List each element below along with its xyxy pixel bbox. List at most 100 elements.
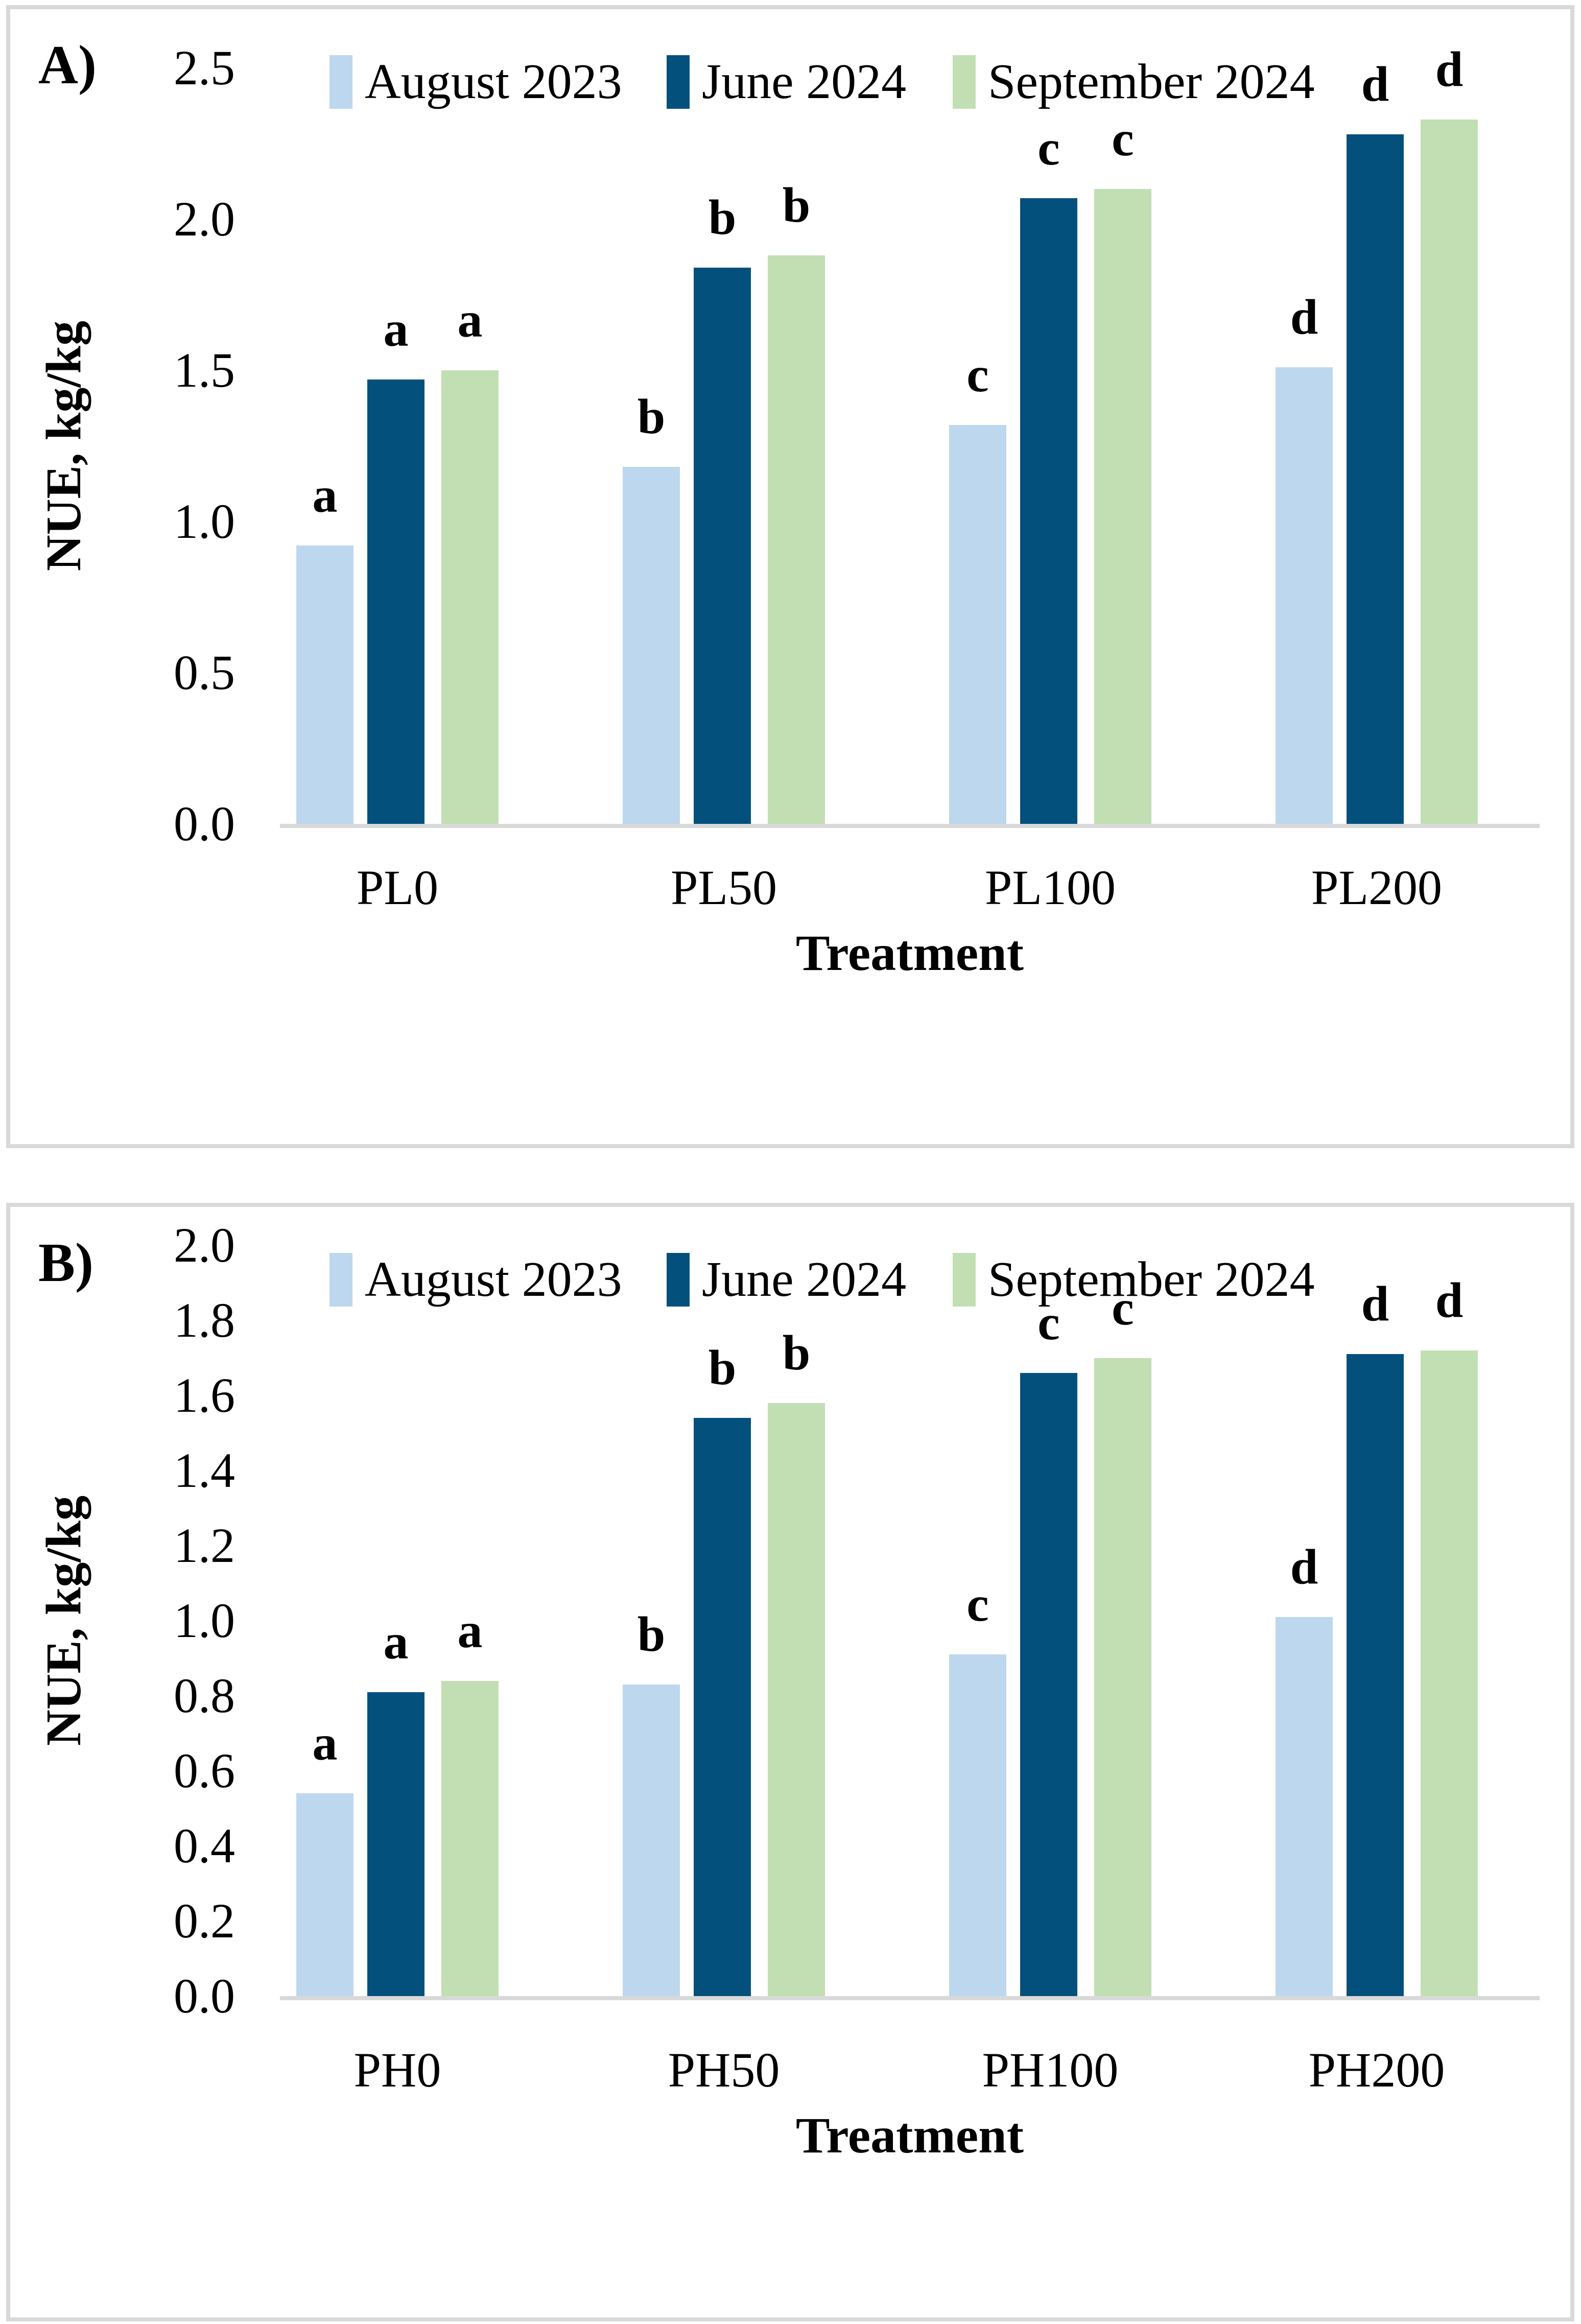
significance-letter: a: [312, 1716, 338, 1771]
significance-letter: a: [383, 1614, 409, 1670]
x-axis-title: Treatment: [795, 924, 1024, 981]
bar-september-2024-pl50: [768, 255, 825, 824]
bar-september-2024-pl0: [441, 370, 499, 824]
panel-b-label: B): [38, 1232, 93, 1293]
legend: August 2023 June 2024 September 2024: [10, 9, 1570, 1144]
bar-september-2024-ph50: [768, 1403, 825, 1996]
significance-letter: a: [457, 293, 483, 348]
bar-june-2024-pl50: [694, 267, 751, 824]
x-category-label: PH200: [1308, 2043, 1445, 2097]
legend-item: August 2023: [329, 53, 622, 111]
significance-letter: b: [637, 389, 666, 445]
bar-june-2024-ph200: [1347, 1354, 1404, 1996]
legend-swatch: [667, 1253, 690, 1307]
y-axis-ticks: 0.0 0.2 0.4 0.6 0.8 1.0 1.2 1.4 1.6 1.8 2.0: [10, 1207, 1570, 2317]
significance-letter: d: [1361, 57, 1389, 112]
significance-letter: d: [1435, 41, 1464, 97]
legend-label: August 2023: [365, 54, 622, 109]
bar-september-2024-ph100: [1094, 1358, 1151, 1996]
legend-item: June 2024: [667, 53, 906, 111]
significance-letter: d: [1361, 1276, 1389, 1332]
x-category-label: PL200: [1311, 860, 1443, 915]
y-tick-label: 0.5: [174, 645, 235, 700]
bar-september-2024-ph0: [441, 1680, 499, 1996]
significance-letter: c: [1037, 120, 1060, 176]
x-axis-baseline: [280, 1996, 1540, 2000]
bar-june-2024-ph0: [367, 1692, 424, 1996]
significance-letter: b: [708, 1340, 737, 1396]
y-tick-label: 1.6: [174, 1368, 235, 1422]
legend-swatch: [329, 55, 352, 109]
bar-august-2023-ph200: [1276, 1617, 1333, 1996]
bar-june-2024-pl200: [1347, 134, 1404, 824]
y-tick-label: 1.2: [174, 1518, 235, 1573]
y-tick-label: 0.2: [174, 1893, 235, 1948]
bar-june-2024-pl100: [1020, 198, 1077, 824]
bar-september-2024-pl200: [1421, 119, 1478, 824]
legend-label: June 2024: [702, 1252, 907, 1307]
legend-item: June 2024: [667, 1250, 906, 1309]
significance-letter: c: [1037, 1295, 1060, 1350]
y-tick-label: 2.0: [174, 1218, 235, 1272]
significance-letter: d: [1290, 1539, 1318, 1595]
y-tick-label: 2.0: [174, 192, 235, 246]
x-category-label: PL100: [984, 860, 1116, 915]
significance-letter: c: [1112, 111, 1134, 167]
bar-august-2023-pl200: [1276, 367, 1333, 824]
x-axis-title: Treatment: [795, 2107, 1024, 2164]
panel-a-label: A): [38, 35, 97, 96]
panel-a: A) NUE, kg/kg August 2023 June 2024 Septem…: [6, 5, 1574, 1148]
significance-letter: c: [966, 1577, 989, 1632]
bar-august-2023-ph100: [949, 1654, 1006, 1996]
legend-swatch: [953, 1253, 976, 1307]
y-tick-label: 0.4: [174, 1818, 235, 1873]
bar-august-2023-pl50: [623, 467, 680, 824]
y-tick-label: 0.8: [174, 1668, 235, 1723]
significance-letter: c: [1112, 1280, 1134, 1336]
x-category-label: PL0: [356, 860, 439, 915]
bar-august-2023-ph0: [296, 1793, 353, 1996]
legend-item: September 2024: [953, 1250, 1315, 1309]
significance-letter: b: [708, 189, 737, 245]
y-tick-label: 1.5: [174, 343, 235, 397]
bar-september-2024-pl100: [1094, 188, 1151, 824]
legend-label: September 2024: [988, 54, 1315, 109]
y-tick-label: 2.5: [174, 40, 235, 95]
legend-label: September 2024: [988, 1252, 1315, 1307]
y-tick-label: 0.0: [174, 796, 235, 851]
y-axis-ticks: 0.0 0.5 1.0 1.5 2.0 2.5: [10, 9, 1570, 1144]
x-category-label: PH50: [668, 2043, 780, 2097]
bar-june-2024-pl0: [367, 379, 424, 824]
bar-september-2024-ph200: [1421, 1350, 1478, 1996]
x-category-label: PL50: [670, 860, 777, 915]
legend-swatch: [667, 55, 690, 109]
significance-letter: b: [637, 1606, 666, 1662]
y-tick-label: 1.0: [174, 494, 235, 549]
significance-letter: a: [312, 468, 338, 524]
x-category-label: PH0: [353, 2043, 441, 2097]
bar-june-2024-ph100: [1020, 1372, 1077, 1996]
legend-swatch: [953, 55, 976, 109]
x-category-label: PH100: [982, 2043, 1119, 2097]
x-axis-categories: PL0 PL50 PL100 PL200: [10, 9, 1570, 1144]
y-tick-label: 1.4: [174, 1443, 235, 1498]
y-tick-label: 1.0: [174, 1593, 235, 1648]
significance-letter: a: [457, 1603, 483, 1658]
significance-letter: d: [1290, 290, 1318, 345]
legend-label: August 2023: [365, 1252, 622, 1307]
panel-b: B) NUE, kg/kg August 2023 June 2024 Septem…: [6, 1203, 1574, 2321]
legend-item: September 2024: [953, 53, 1315, 111]
significance-letter: c: [966, 347, 989, 402]
significance-letter: d: [1435, 1272, 1464, 1328]
y-tick-label: 0.0: [174, 1969, 235, 2023]
bar-august-2023-pl0: [296, 546, 353, 824]
y-tick-label: 0.6: [174, 1743, 235, 1798]
significance-letter: b: [782, 1325, 811, 1381]
legend-label: June 2024: [702, 54, 907, 109]
significance-letter: a: [383, 301, 409, 357]
y-tick-label: 1.8: [174, 1293, 235, 1347]
legend-item: August 2023: [329, 1250, 622, 1309]
